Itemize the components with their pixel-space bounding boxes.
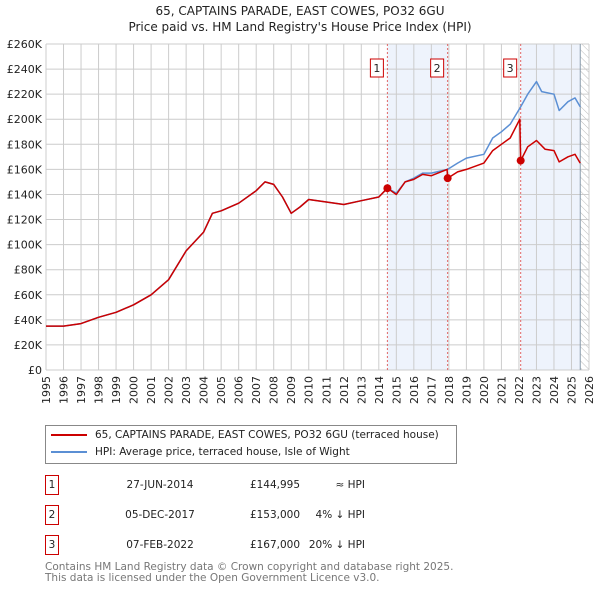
x-tick-label: 2006 <box>233 376 246 404</box>
sale-row: 2 05-DEC-2017 £153,000 4% ↓ HPI <box>45 505 375 525</box>
x-tick-label: 2009 <box>285 376 298 404</box>
shaded-range <box>520 44 581 370</box>
sale-number: 3 <box>45 535 59 555</box>
sale-marker-label: 2 <box>434 62 441 75</box>
x-tick-label: 1998 <box>93 376 106 404</box>
sale-marker-label: 3 <box>507 62 514 75</box>
x-tick-label: 1995 <box>40 376 53 404</box>
chart-subtitle: Price paid vs. HM Land Registry's House … <box>128 20 471 34</box>
legend-item-hpi: HPI: Average price, terraced house, Isle… <box>51 443 456 460</box>
sale-marker-label: 1 <box>373 62 380 75</box>
y-tick-label: £100K <box>7 239 43 252</box>
y-tick-label: £200K <box>7 113 43 126</box>
x-tick-label: 2025 <box>565 376 578 404</box>
x-tick-label: 2008 <box>268 376 281 404</box>
x-tick-label: 2019 <box>460 376 473 404</box>
y-tick-label: £0 <box>28 364 42 377</box>
sale-date: 07-FEB-2022 <box>126 539 194 551</box>
sale-date: 05-DEC-2017 <box>125 509 195 521</box>
x-tick-label: 2010 <box>303 376 316 404</box>
forecast-hatch <box>580 44 589 370</box>
hpi-line <box>46 80 581 327</box>
legend-label: 65, CAPTAINS PARADE, EAST COWES, PO32 6G… <box>95 428 439 441</box>
price-chart: 65, CAPTAINS PARADE, EAST COWES, PO32 6G… <box>7 4 596 404</box>
y-tick-label: £240K <box>7 63 43 76</box>
y-tick-label: £260K <box>7 38 43 51</box>
x-tick-label: 2016 <box>408 376 421 404</box>
legend-label: HPI: Average price, terraced house, Isle… <box>95 445 350 458</box>
x-tick-label: 2018 <box>443 376 456 404</box>
x-tick-label: 2014 <box>373 376 386 404</box>
x-tick-label: 2005 <box>215 376 228 404</box>
x-tick-label: 2013 <box>355 376 368 404</box>
y-tick-label: £140K <box>7 188 43 201</box>
y-tick-label: £180K <box>7 138 43 151</box>
legend-swatch-red <box>51 433 87 436</box>
footer-licence: This data is licensed under the Open Gov… <box>45 572 380 584</box>
legend-swatch-blue <box>51 450 87 453</box>
sale-hpi-relation: 4% ↓ HPI <box>315 509 365 521</box>
y-tick-label: £60K <box>14 289 43 302</box>
x-tick-label: 2017 <box>425 376 438 404</box>
x-tick-label: 2024 <box>548 376 561 404</box>
sale-point <box>516 156 525 165</box>
y-tick-label: £220K <box>7 88 43 101</box>
x-tick-label: 2000 <box>128 376 141 404</box>
x-tick-label: 1999 <box>110 376 123 404</box>
x-tick-label: 2001 <box>145 376 158 404</box>
y-tick-label: £40K <box>14 314 43 327</box>
chart-title: 65, CAPTAINS PARADE, EAST COWES, PO32 6G… <box>155 4 444 18</box>
shaded-range <box>387 44 448 370</box>
sale-number: 2 <box>45 505 59 525</box>
sale-marker-box <box>503 58 518 78</box>
x-tick-label: 2023 <box>530 376 543 404</box>
sale-number: 1 <box>45 475 59 495</box>
x-tick-label: 2004 <box>198 376 211 404</box>
sale-date: 27-JUN-2014 <box>126 479 194 491</box>
legend: 65, CAPTAINS PARADE, EAST COWES, PO32 6G… <box>45 425 457 464</box>
y-tick-label: £20K <box>14 339 43 352</box>
sale-row: 1 27-JUN-2014 £144,995 ≈ HPI <box>45 475 375 495</box>
x-tick-label: 2012 <box>338 376 351 404</box>
x-tick-label: 2021 <box>495 376 508 404</box>
y-tick-label: £80K <box>14 264 43 277</box>
x-tick-label: 2022 <box>513 376 526 404</box>
sale-row: 3 07-FEB-2022 £167,000 20% ↓ HPI <box>45 535 375 555</box>
sale-marker-box <box>369 58 384 78</box>
legend-item-property: 65, CAPTAINS PARADE, EAST COWES, PO32 6G… <box>51 426 456 443</box>
x-tick-label: 2026 <box>583 376 596 404</box>
sale-hpi-relation: ≈ HPI <box>335 479 365 491</box>
sale-price: £167,000 <box>249 539 301 551</box>
x-tick-label: 1997 <box>75 376 88 404</box>
sale-hpi-relation: 20% ↓ HPI <box>308 539 365 551</box>
x-tick-label: 1996 <box>58 376 71 404</box>
x-tick-label: 2007 <box>250 376 263 404</box>
sale-marker-box <box>430 58 445 78</box>
sale-point <box>443 174 452 183</box>
footer-copyright: Contains HM Land Registry data © Crown c… <box>45 561 454 573</box>
sale-price: £153,000 <box>249 509 301 521</box>
x-tick-label: 2011 <box>320 376 333 404</box>
x-tick-label: 2015 <box>390 376 403 404</box>
sale-price: £144,995 <box>249 479 301 491</box>
y-tick-label: £120K <box>7 214 43 227</box>
x-tick-label: 2002 <box>163 376 176 404</box>
footer: Contains HM Land Registry data © Crown c… <box>45 562 453 584</box>
x-tick-label: 2003 <box>180 376 193 404</box>
y-tick-label: £160K <box>7 163 43 176</box>
sale-point <box>383 184 392 193</box>
x-tick-label: 2020 <box>478 376 491 404</box>
